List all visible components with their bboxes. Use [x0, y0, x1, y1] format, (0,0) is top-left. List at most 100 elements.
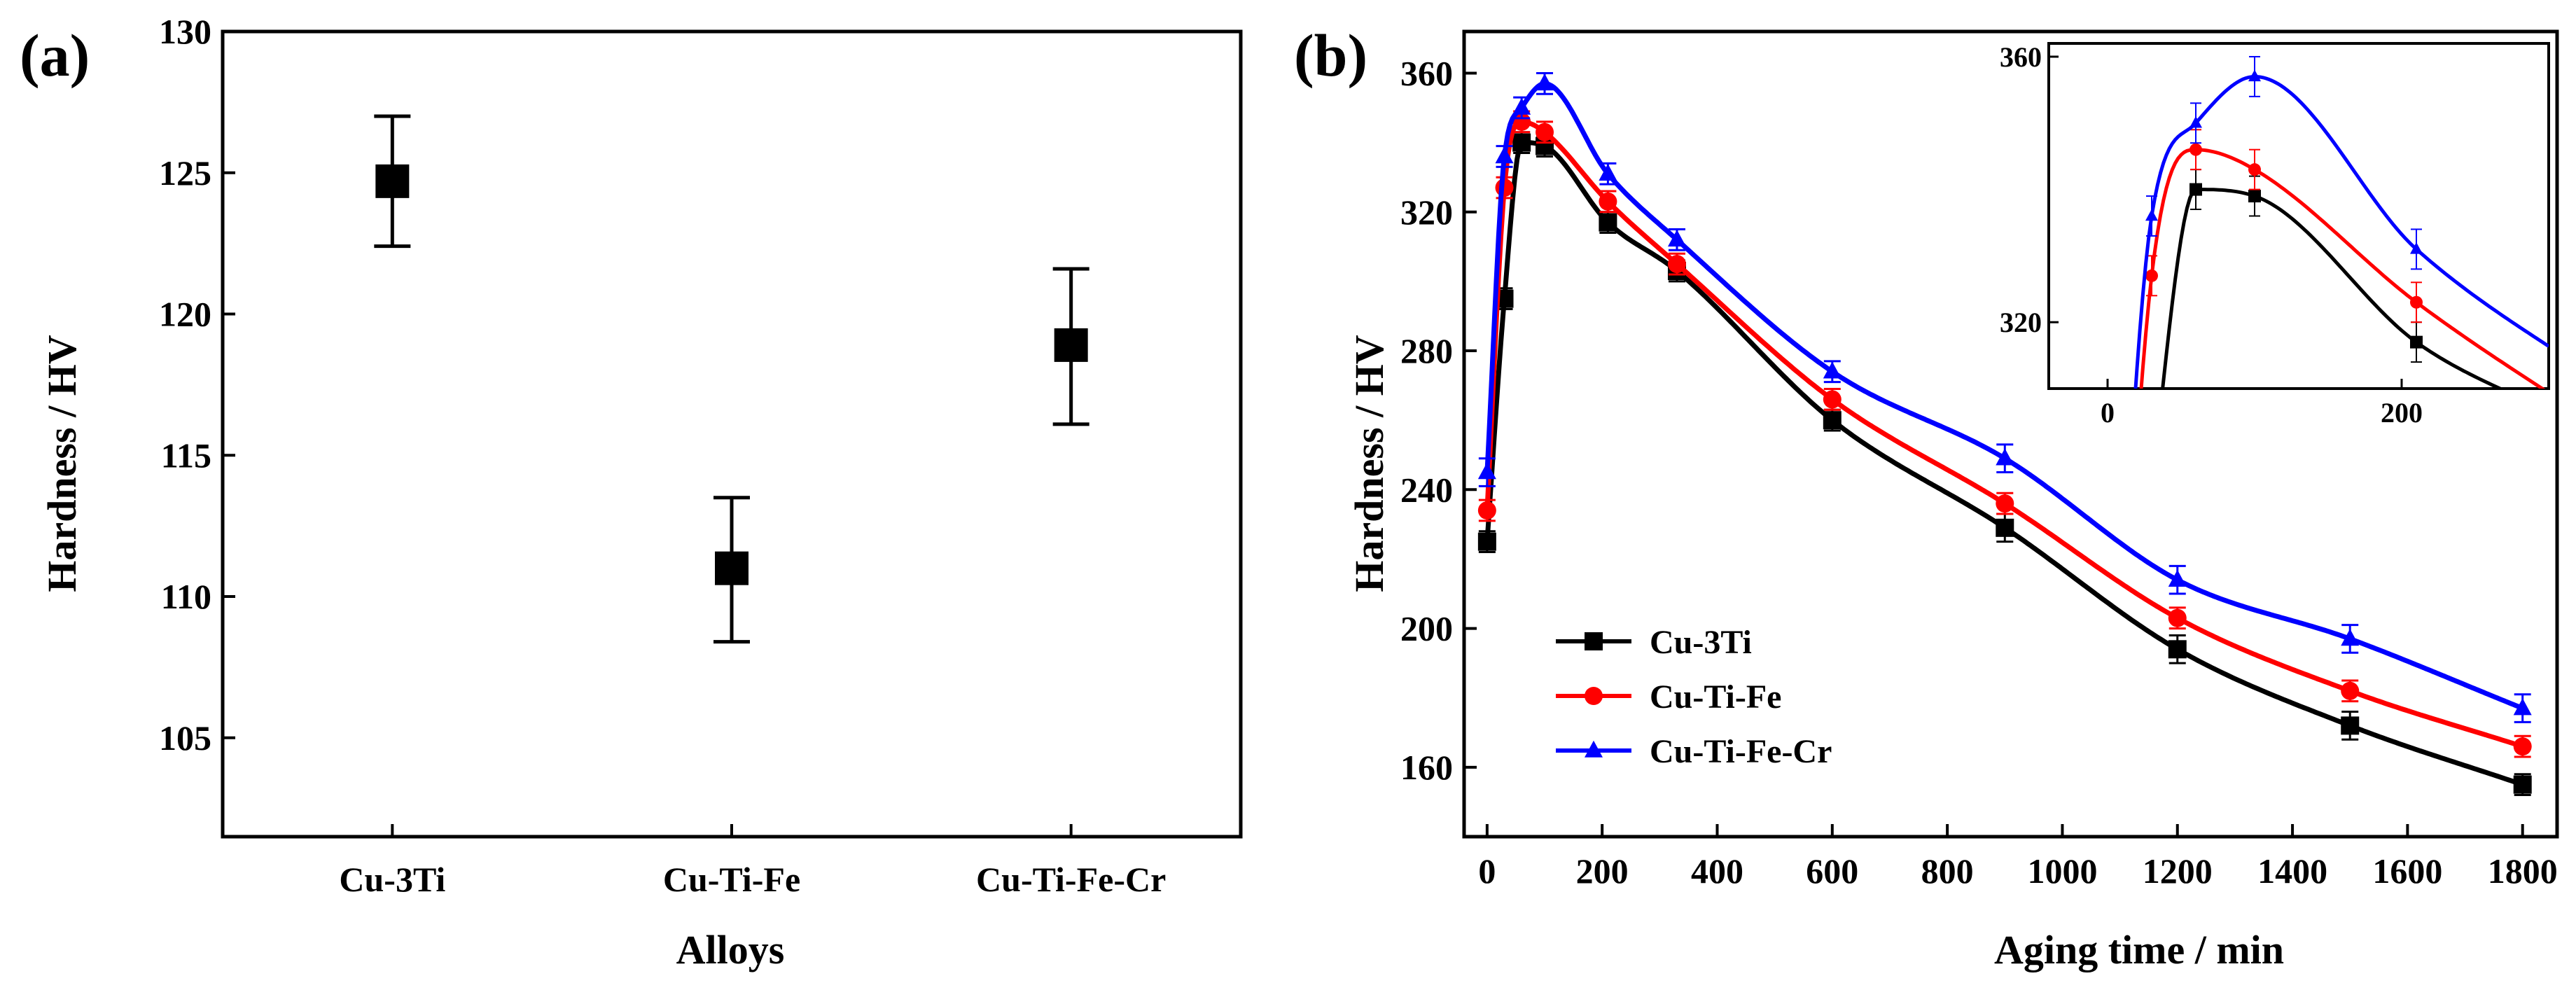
legend-marker-cu-ti-fe-cr [1585, 740, 1603, 758]
data-point-cu-ti-fe-cr [1536, 74, 1554, 91]
data-point-cu-ti-fe-cr [1477, 462, 1496, 480]
y-tick-label: 320 [1400, 193, 1453, 232]
series-cu-ti-fe-cr [1477, 71, 2532, 723]
data-point-cu-ti-fe-cr [2513, 698, 2532, 716]
inset-data-point-cu-ti-fe [2248, 163, 2261, 176]
panel-a-data-points [374, 114, 1089, 644]
y-tick-label: 160 [1400, 748, 1453, 787]
inset-series-line-cu-ti-fe-cr [2133, 74, 2549, 389]
legend-marker-symbol [1585, 687, 1603, 705]
panel-b-y-ticks: 160 200 240 280 320 360 [1400, 53, 1477, 787]
series-cu-ti-fe [1477, 110, 2532, 758]
inset-data-point-cu-ti-fe [2410, 295, 2423, 309]
panel-a-y-axis-title: Hardness / HV [39, 335, 85, 592]
data-point-cu-3ti [1599, 213, 1617, 232]
data-point-cu-ti-fe-cr [1823, 361, 1842, 379]
panel-b-plot-area [1462, 29, 2559, 839]
y-tick-label: 120 [159, 295, 211, 334]
inset-y-tick-label: 360 [2000, 41, 2042, 73]
panel-a-x-axis-title: Alloys [676, 927, 785, 972]
x-tick-label: 600 [1806, 851, 1858, 891]
data-point-cu-ti-fe-cr [1495, 146, 1514, 164]
data-point-cu-ti-fe-cr [1512, 97, 1531, 115]
panel-b-inset: 320 360 0 200 [2000, 41, 2550, 428]
y-tick-label: 280 [1400, 331, 1453, 370]
inset-data-point-cu-ti-fe-cr [2248, 69, 2261, 82]
legend-label-cu-ti-fe: Cu-Ti-Fe [1650, 678, 1781, 716]
inset-data-point-cu-ti-fe-cr [2145, 209, 2158, 221]
inset-series-line-cu-ti-fe [2139, 148, 2546, 389]
data-point-cu-ti-fe [1477, 501, 1496, 520]
inset-x-tick-label: 0 [2101, 397, 2115, 428]
x-tick-label: 1600 [2372, 851, 2442, 891]
data-point-cu-ti-fe-cr [2168, 569, 2187, 587]
data-point-cu-3ti [2341, 716, 2360, 735]
panel-b-x-ticks: 0 200 400 600 800 1000 1200 1400 1600 1800 [1478, 824, 2558, 891]
data-point-cu-ti-fe [1996, 494, 2014, 513]
inset-ticks: 320 360 0 200 [2000, 41, 2423, 428]
inset-data-point-cu-3ti [2410, 335, 2423, 349]
data-point-cu-ti-fe [1599, 192, 1617, 211]
inset-series-cu-ti-fe [2139, 129, 2546, 389]
y-tick-label: 115 [161, 435, 211, 475]
x-tick-label: 1000 [2027, 851, 2097, 891]
y-tick-label: 105 [159, 718, 211, 758]
panel-a-y-ticks: 105 110 115 120 125 130 [159, 12, 235, 758]
data-point-cu-3ti [1477, 532, 1496, 551]
legend-marker-symbol [1585, 632, 1603, 650]
legend-label-cu-3ti: Cu-3Ti [1650, 624, 1752, 661]
inset-data-point-cu-ti-fe [2145, 269, 2158, 282]
x-tick-label-cu-3ti: Cu-3Ti [339, 860, 445, 899]
y-tick-label: 110 [161, 577, 211, 616]
x-tick-label: 1800 [2488, 851, 2558, 891]
data-point-cu-ti-fe-cr [1667, 230, 1686, 247]
inset-data-point-cu-ti-fe-cr [2189, 116, 2202, 128]
inset-data-point-cu-ti-fe [2189, 143, 2202, 156]
inset-series-line-cu-3ti [2161, 188, 2505, 389]
data-point-cu-ti-fe-cr [1599, 163, 1617, 181]
panel-b: (b) 160 200 240 280 320 360 0 200 400 600 800 1000… [1294, 22, 2559, 972]
inset-plot-area [2047, 42, 2550, 390]
y-tick-label: 125 [159, 153, 211, 193]
x-tick-label-cu-ti-fe: Cu-Ti-Fe [663, 860, 800, 899]
x-tick-label: 800 [1921, 851, 1974, 891]
data-point-cu-ti-fe-cr [1054, 328, 1088, 362]
x-tick-label: 400 [1691, 851, 1743, 891]
legend-marker-symbol [1585, 740, 1603, 758]
inset-series-cu-3ti [2161, 169, 2505, 389]
inset-data-point-cu-ti-fe-cr [2410, 242, 2423, 254]
panel-b-x-axis-title: Aging time / min [1994, 927, 2284, 972]
data-point-cu-ti-fe [1512, 112, 1531, 131]
data-point-cu-ti-fe [1823, 390, 1842, 409]
data-point-cu-3ti [1996, 518, 2014, 537]
y-tick-label: 240 [1400, 470, 1453, 509]
legend-label-cu-ti-fe-cr: Cu-Ti-Fe-Cr [1650, 733, 1832, 770]
inset-series [2133, 55, 2549, 389]
data-point-cu-ti-fe [715, 551, 749, 585]
data-point-cu-ti-fe [2168, 608, 2187, 627]
x-tick-label-cu-ti-fe-cr: Cu-Ti-Fe-Cr [976, 860, 1166, 899]
x-tick-label: 1200 [2143, 851, 2213, 891]
inset-y-tick-label: 320 [2000, 307, 2042, 338]
legend-marker-cu-ti-fe [1585, 687, 1603, 705]
x-tick-label: 0 [1478, 851, 1496, 891]
panel-b-plot-frame [1462, 29, 2559, 839]
panel-a-x-ticks: Cu-3Ti Cu-Ti-Fe Cu-Ti-Fe-Cr [339, 824, 1166, 899]
x-tick-label: 200 [1576, 851, 1629, 891]
panel-b-series [1477, 71, 2532, 797]
panel-a-label: (a) [20, 22, 90, 89]
panel-b-label: (b) [1294, 22, 1367, 89]
inset-x-tick-label: 200 [2381, 397, 2423, 428]
y-tick-label: 200 [1400, 609, 1453, 648]
data-point-cu-3ti [1512, 133, 1531, 152]
data-point-cu-ti-fe [2513, 737, 2532, 756]
data-point-cu-ti-fe-cr [2341, 629, 2360, 646]
inset-data-point-cu-3ti [2189, 183, 2202, 196]
inset-data-point-cu-3ti [2248, 190, 2261, 203]
series-cu-3ti [1477, 131, 2532, 797]
panel-b-legend: Cu-3Ti Cu-Ti-Fe Cu-Ti-Fe-Cr [1556, 624, 1832, 770]
data-point-cu-3ti [2513, 775, 2532, 794]
data-point-cu-ti-fe [2341, 681, 2360, 700]
